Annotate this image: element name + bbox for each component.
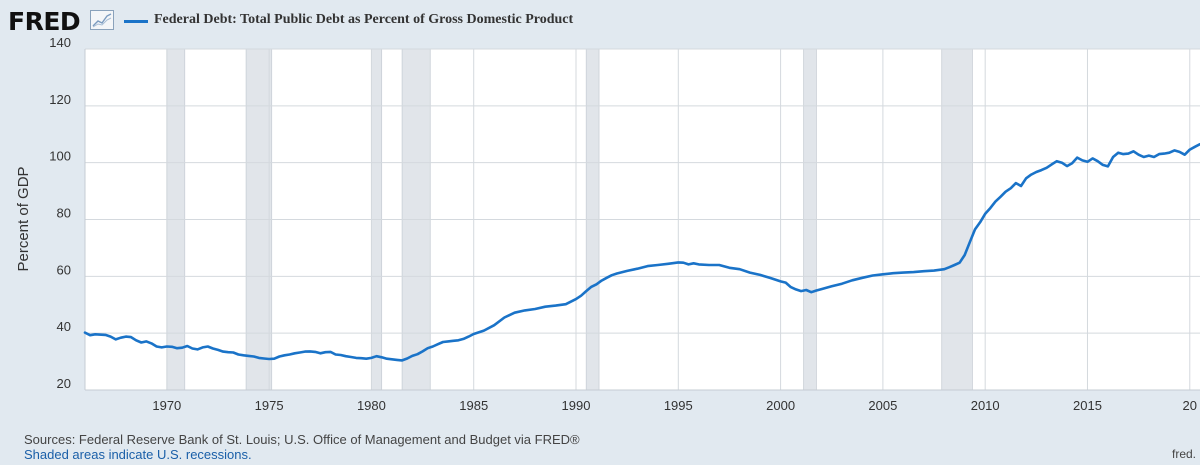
x-tick-label: 1995 [664,398,693,413]
line-graph-icon [90,10,114,30]
x-tick-label: 1990 [562,398,591,413]
recession-note: Shaded areas indicate U.S. recessions. [24,447,252,462]
y-axis-title: Percent of GDP [15,166,32,271]
y-tick-label: 40 [57,319,71,334]
x-tick-label: 2010 [971,398,1000,413]
x-tick-label: 20 [1183,398,1197,413]
y-tick-label: 120 [49,92,71,107]
series-layer [83,142,1200,362]
site-link[interactable]: fred. [1172,447,1197,461]
x-tick-label: 1975 [255,398,284,413]
grid-lines [84,48,1200,391]
y-tick-label: 20 [57,376,71,391]
y-tick-label: 100 [49,149,71,164]
y-axis-ticks: 20 40 60 80 100 120 140 [49,35,71,391]
series-line[interactable] [83,142,1200,362]
x-tick-label: 1985 [459,398,488,413]
legend-series-label: Federal Debt: Total Public Debt as Perce… [154,12,574,27]
source-note: Sources: Federal Reserve Bank of St. Lou… [24,432,580,447]
x-tick-label: 2015 [1073,398,1102,413]
y-tick-label: 60 [57,262,71,277]
x-tick-label: 1980 [357,398,386,413]
x-tick-label: 1970 [152,398,181,413]
chart-header: FRED Federal Debt: Total Public Debt as … [0,0,1200,44]
legend-swatch [124,20,148,23]
x-tick-label: 2000 [766,398,795,413]
x-tick-label: 2005 [868,398,897,413]
y-tick-label: 80 [57,206,71,221]
y-tick-label: 140 [49,35,71,50]
fred-logo[interactable]: FRED [8,7,81,36]
x-axis-ticks: 1970 1975 1980 1985 1990 1995 2000 2005 2010 2015… [152,398,1197,413]
